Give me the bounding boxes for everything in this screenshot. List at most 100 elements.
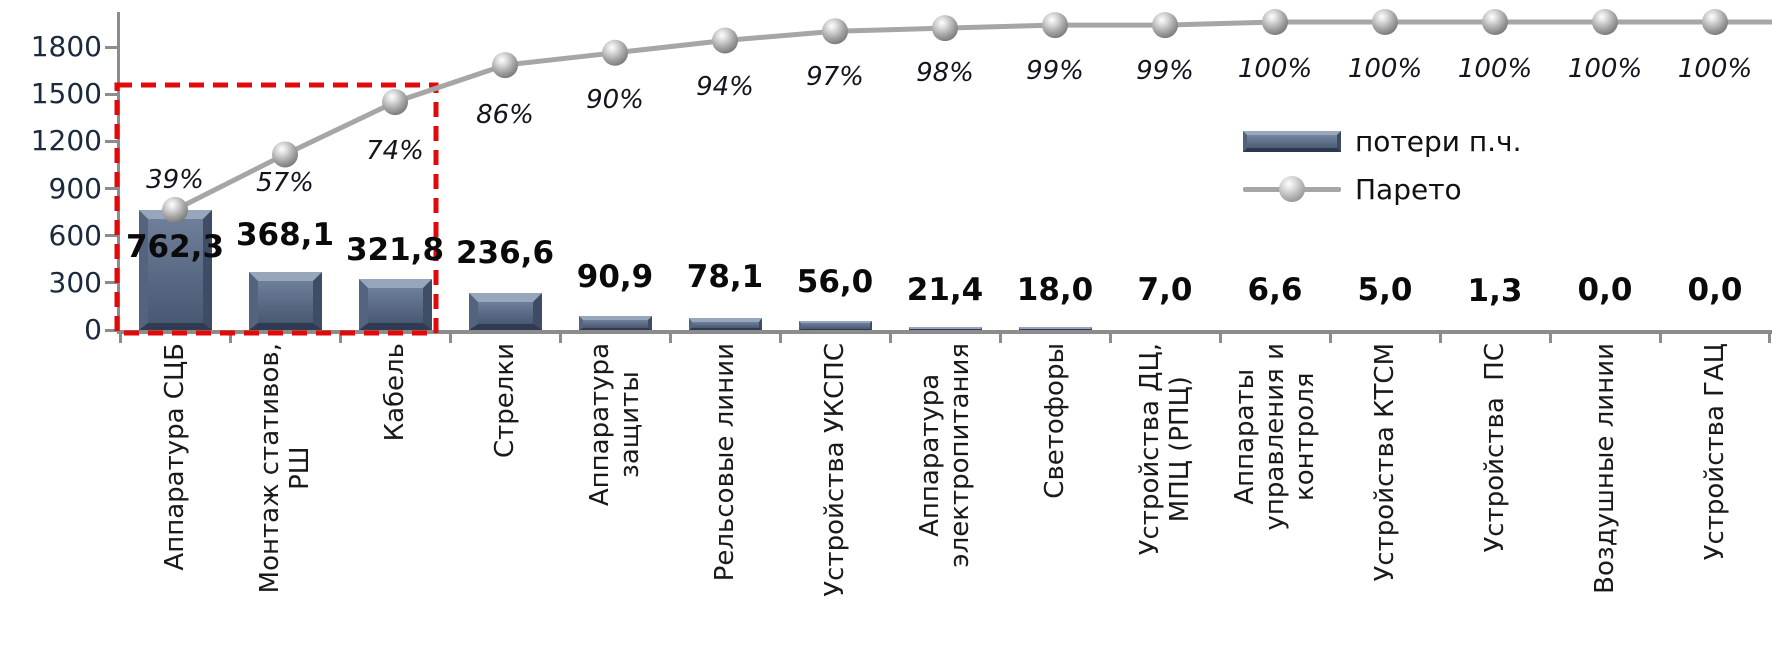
y-axis-tick: [105, 281, 119, 285]
pareto-percent-label: 86%: [476, 100, 534, 131]
bar: [578, 315, 652, 330]
y-axis-tick-label: 300: [48, 265, 102, 299]
category-label: Воздушные линии: [1590, 343, 1620, 594]
y-axis-tick: [105, 139, 119, 143]
y-axis-tick: [105, 92, 119, 96]
pareto-percent-label: 74%: [366, 136, 424, 167]
pareto-percent-label: 97%: [806, 62, 864, 93]
category-label: Аппаратура защиты: [585, 343, 645, 507]
bar-value-label: 0,0: [1577, 272, 1633, 308]
bar-value-label: 236,6: [455, 234, 555, 271]
pareto-percent-label: 99%: [1026, 56, 1084, 87]
line-series-swatch-icon: [1243, 176, 1341, 202]
category-label: Кабель: [380, 343, 410, 442]
category-label: Устройства УКСПС: [820, 343, 850, 597]
category-label: Устройства ГАЦ: [1700, 343, 1730, 561]
pareto-marker: [822, 18, 848, 45]
pareto-marker: [1262, 9, 1288, 35]
y-axis-tick-label: 600: [48, 218, 102, 252]
bar-value-label: 6,6: [1247, 271, 1303, 308]
pareto-percent-label: 100%: [1347, 54, 1423, 84]
pareto-percent-label: 100%: [1457, 54, 1533, 84]
pareto-marker: [1702, 9, 1728, 35]
y-axis-tick-label: 900: [48, 171, 102, 205]
y-axis-tick-label: 1200: [30, 124, 102, 158]
x-axis-tick: [778, 331, 782, 343]
x-axis-tick: [118, 331, 122, 343]
legend-label-line-series: Парето: [1355, 172, 1462, 206]
legend-item-bars: потери п.ч.: [1243, 125, 1522, 158]
pareto-percent-label: 99%: [1136, 56, 1194, 87]
legend-label-bar-series: потери п.ч.: [1355, 124, 1522, 158]
y-axis-tick-label: 1500: [30, 77, 102, 111]
category-label: Устройства ПС: [1480, 343, 1510, 553]
pareto-marker: [1152, 12, 1178, 39]
bar: [138, 210, 212, 330]
x-axis-tick: [1218, 331, 1222, 343]
bar-series-swatch-icon: [1243, 130, 1341, 152]
x-axis-tick: [1658, 331, 1662, 343]
pareto-percent-label: 100%: [1567, 54, 1643, 84]
bar-value-label: 5,0: [1357, 272, 1413, 309]
category-label: Устройства КТСМ: [1370, 343, 1400, 582]
pareto-marker: [1372, 9, 1398, 35]
bar: [468, 292, 542, 330]
chart-legend: потери п.ч. Парето: [1243, 125, 1522, 224]
x-axis-tick: [558, 331, 562, 343]
pareto-percent-label: 90%: [586, 84, 644, 115]
pareto-marker: [602, 39, 628, 66]
pareto-marker: [272, 141, 298, 168]
x-axis-tick: [1548, 331, 1552, 343]
x-axis-tick: [1328, 331, 1332, 343]
x-axis-tick: [338, 331, 342, 343]
pareto-marker: [492, 52, 518, 79]
category-label: Стрелки: [490, 343, 520, 459]
pareto-marker: [1482, 9, 1508, 35]
y-axis-tick-label: 1800: [30, 30, 102, 63]
pareto-marker: [932, 15, 958, 42]
legend-item-line: Парето: [1243, 173, 1522, 206]
pareto-line: [173, 19, 1772, 213]
y-axis-tick: [105, 45, 119, 49]
y-axis-tick: [105, 234, 119, 238]
pareto-marker: [712, 27, 738, 54]
x-axis-line: [117, 330, 1772, 334]
x-axis-tick: [1108, 331, 1112, 343]
bar: [798, 321, 872, 330]
x-axis-tick: [888, 331, 892, 343]
x-axis-tick: [668, 331, 672, 343]
bar: [358, 279, 432, 330]
pareto-percent-label: 94%: [696, 72, 754, 103]
pareto-percent-label: 98%: [916, 58, 974, 89]
pareto-marker: [382, 89, 408, 116]
y-axis-tick: [105, 328, 119, 332]
category-label: Светофоры: [1040, 343, 1070, 499]
category-label: Рельсовые линии: [710, 343, 740, 582]
category-label: Аппаратура электропитания: [915, 343, 975, 568]
bar: [688, 317, 762, 330]
category-label: Устройства ДЦ, МПЦ (РПЦ): [1135, 343, 1195, 556]
pareto-percent-label: 39%: [146, 164, 204, 195]
bar: [248, 272, 322, 330]
pareto-percent-label: 57%: [256, 168, 314, 199]
category-label: Аппараты управления и контроля: [1230, 343, 1320, 531]
bar-value-label: 18,0: [1016, 272, 1094, 309]
bar-value-label: 78,1: [686, 258, 764, 295]
bar-value-label: 90,9: [576, 258, 654, 295]
pareto-marker: [1592, 9, 1618, 35]
x-axis-tick: [998, 331, 1002, 343]
x-axis-tick: [1768, 331, 1771, 343]
pareto-percent-label: 100%: [1237, 54, 1313, 84]
bar-value-label: 762,3: [125, 229, 225, 266]
category-label: Аппаратура СЦБ: [160, 343, 190, 571]
pareto-percent-label: 100%: [1677, 54, 1753, 84]
bar: [908, 326, 982, 330]
legend-sphere-marker-icon: [1279, 176, 1305, 202]
y-axis-tick: [105, 187, 119, 190]
bar: [1018, 327, 1092, 331]
bar-value-label: 368,1: [235, 217, 335, 254]
category-label: Монтаж стативов, РШ: [255, 343, 315, 594]
bar-value-label: 7,0: [1137, 271, 1193, 308]
x-axis-tick: [228, 331, 232, 343]
